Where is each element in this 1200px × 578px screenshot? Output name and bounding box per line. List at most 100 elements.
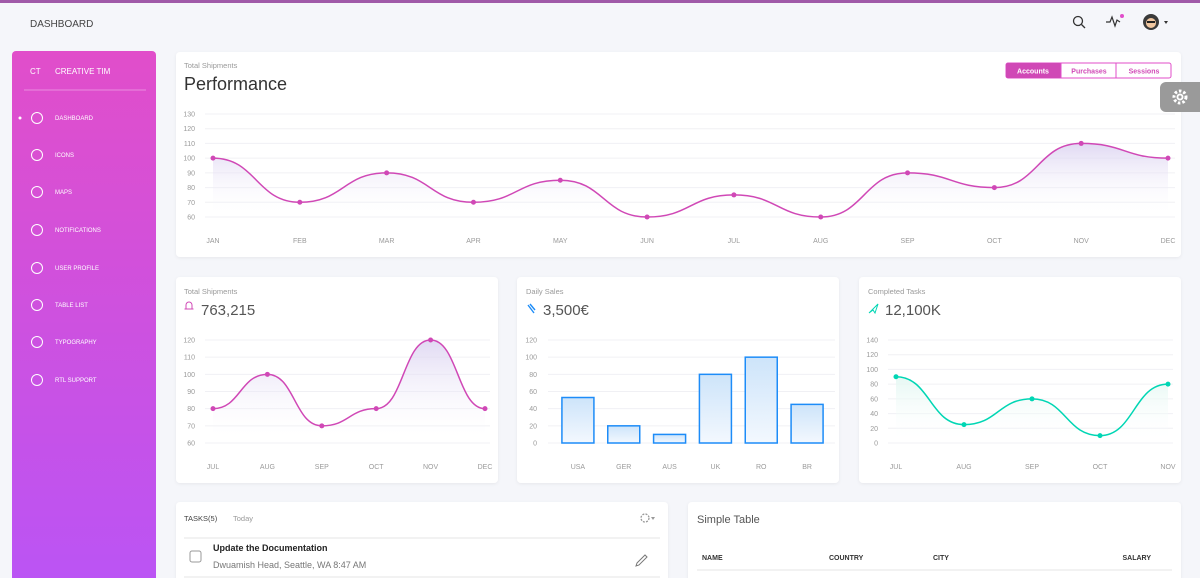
column-header: COUNTRY — [829, 555, 864, 562]
y-tick-label: 0 — [533, 441, 537, 448]
card — [688, 502, 1181, 578]
nav-icon — [31, 186, 43, 198]
point — [210, 406, 216, 412]
tab[interactable]: Purchases — [1071, 69, 1107, 76]
y-tick-label: 40 — [529, 406, 537, 413]
delivery-icon — [527, 303, 536, 314]
y-tick-label: 130 — [183, 112, 195, 119]
y-tick-label: 120 — [866, 352, 878, 359]
y-tick-label: 100 — [525, 355, 537, 362]
top-bar — [0, 0, 1200, 3]
bar — [561, 396, 595, 444]
card-title: Performance — [184, 74, 287, 94]
x-tick-label: JUL — [728, 238, 741, 245]
logo-mini[interactable]: CT — [30, 67, 41, 76]
point — [1165, 155, 1171, 161]
point — [373, 406, 379, 412]
x-tick-label: SEP — [315, 464, 329, 471]
y-tick-label: 80 — [529, 372, 537, 379]
x-tick-label: MAY — [553, 238, 568, 245]
nav-icon — [31, 112, 43, 124]
point — [1029, 396, 1035, 402]
y-tick-label: 60 — [187, 215, 195, 222]
bar — [744, 356, 778, 444]
kpi: 3,500€ — [543, 302, 590, 319]
edit-icon[interactable] — [635, 554, 648, 567]
y-tick-label: 100 — [866, 367, 878, 374]
point — [893, 374, 899, 380]
tab[interactable]: Accounts — [1017, 69, 1049, 76]
y-tick-label: 120 — [183, 126, 195, 133]
line — [212, 142, 1169, 218]
nav-item[interactable]: MAPS — [55, 190, 72, 196]
nav-icon — [31, 336, 43, 348]
bell-icon — [184, 301, 194, 310]
tasks-title: TASKS(5) — [184, 514, 218, 523]
tab[interactable]: Sessions — [1129, 69, 1160, 76]
task-checkbox[interactable] — [189, 550, 202, 563]
x-tick-label: DEC — [1161, 238, 1176, 245]
x-tick-label: NOV — [423, 464, 439, 471]
nav-item[interactable]: TYPOGRAPHY — [55, 340, 97, 346]
tasks-filter[interactable]: Today — [233, 514, 253, 523]
sidebar — [12, 51, 156, 578]
y-tick-label: 120 — [183, 338, 195, 345]
page-title: DASHBOARD — [30, 19, 93, 30]
point — [818, 214, 824, 220]
x-tick-label: AUG — [260, 464, 275, 471]
nav-item[interactable]: TABLE LIST — [55, 303, 88, 309]
x-tick-label: OCT — [369, 464, 385, 471]
nav-icon — [31, 149, 43, 161]
nav-icon — [31, 224, 43, 236]
area-fill — [213, 340, 485, 443]
x-tick-label: OCT — [987, 238, 1003, 245]
y-tick-label: 110 — [184, 355, 195, 362]
activity-icon[interactable] — [1106, 14, 1124, 28]
logo[interactable]: CREATIVE TIM — [55, 67, 111, 76]
x-tick-label: RO — [756, 464, 767, 471]
y-tick-label: 60 — [187, 441, 195, 448]
x-tick-label: SEP — [901, 238, 915, 245]
x-tick-label: GER — [616, 464, 631, 471]
y-tick-label: 100 — [183, 372, 195, 379]
nav-item[interactable]: RTL SUPPORT — [55, 378, 97, 384]
settings-dropdown[interactable] — [640, 513, 655, 523]
search-icon[interactable] — [1072, 15, 1086, 29]
nav-icon — [31, 374, 43, 386]
y-tick-label: 80 — [187, 185, 195, 192]
x-tick-label: SEP — [1025, 464, 1039, 471]
x-tick-label: FEB — [293, 238, 307, 245]
active-dot — [18, 116, 22, 120]
table-title: Simple Table — [697, 514, 760, 526]
point — [905, 170, 911, 176]
y-tick-label: 70 — [187, 423, 195, 430]
card — [176, 502, 668, 578]
area-fill — [213, 143, 1168, 217]
x-tick-label: AUS — [662, 464, 677, 471]
nav-item[interactable]: DASHBOARD — [55, 116, 94, 122]
nav-item[interactable]: ICONS — [55, 153, 74, 159]
point — [384, 170, 390, 176]
line — [212, 339, 486, 427]
card — [176, 52, 1181, 257]
y-tick-label: 20 — [870, 426, 878, 433]
y-tick-label: 70 — [187, 200, 195, 207]
x-tick-label: DEC — [478, 464, 493, 471]
x-tick-label: BR — [802, 464, 812, 471]
avatar[interactable] — [1143, 14, 1168, 30]
nav-item[interactable]: NOTIFICATIONS — [55, 228, 101, 234]
nav-item[interactable]: USER PROFILE — [55, 266, 99, 272]
y-tick-label: 20 — [529, 423, 537, 430]
y-tick-label: 60 — [529, 389, 537, 396]
y-tick-label: 40 — [870, 411, 878, 418]
y-tick-label: 80 — [187, 406, 195, 413]
settings-tab[interactable] — [1160, 82, 1200, 112]
tab-active[interactable] — [1006, 63, 1061, 78]
x-tick-label: MAR — [379, 238, 395, 245]
x-tick-label: OCT — [1093, 464, 1109, 471]
bar — [698, 373, 733, 444]
x-tick-label: USA — [571, 464, 586, 471]
task-detail: Dwuamish Head, Seattle, WA 8:47 AM — [213, 560, 366, 570]
point — [264, 371, 270, 377]
send-icon — [868, 303, 879, 315]
